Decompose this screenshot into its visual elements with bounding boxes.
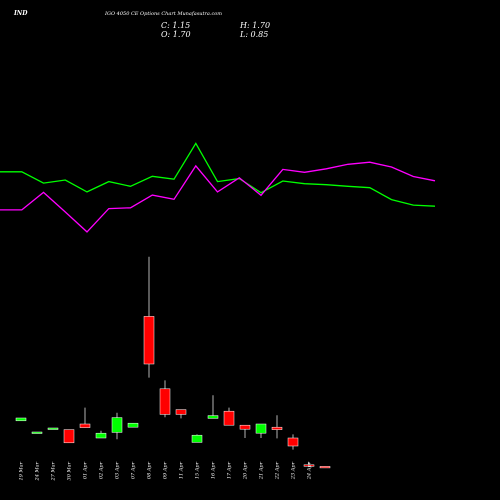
x-tick-label: 16 Apr: [211, 461, 217, 479]
x-tick-label: 08 Apr: [147, 461, 153, 479]
candle: [223, 407, 235, 426]
x-tick-label: 01 Apr: [83, 461, 89, 479]
chart-subtitle: IGO 4050 CE Options Chart Munafasutra.co…: [104, 11, 222, 17]
x-tick-label: 27 Mar: [51, 461, 57, 481]
candle: [143, 256, 155, 378]
x-axis-ticks: 19 Mar 24 Mar 27 Mar 30 Mar 01 Apr 02 Apr 03 A…: [19, 461, 313, 481]
candle-body: [207, 415, 219, 419]
candle: [159, 380, 171, 418]
candle-body: [47, 427, 59, 430]
x-tick-label: 19 Mar: [19, 461, 25, 480]
candle-body: [271, 426, 283, 430]
candle: [255, 423, 267, 438]
candle: [47, 427, 59, 430]
overlay-line-1: [0, 142, 436, 207]
candle-body: [63, 429, 75, 444]
x-tick-label: 03 Apr: [115, 461, 121, 479]
x-tick-label: 24 Apr: [307, 461, 313, 480]
candle: [31, 431, 43, 434]
overlay-line-2: [0, 161, 436, 233]
candle-body: [15, 417, 27, 422]
candle: [111, 412, 123, 440]
candle-body: [191, 434, 203, 443]
candle: [207, 395, 219, 419]
candle: [15, 417, 27, 422]
candle: [287, 434, 299, 450]
x-tick-label: 21 Apr: [259, 461, 265, 480]
x-tick-label: 11 Apr: [179, 461, 185, 479]
x-tick-label: 30 Mar: [67, 461, 73, 480]
x-tick-label: 23 Apr: [291, 461, 297, 480]
low-price-label: L: 0.85: [239, 30, 268, 39]
candle-body: [255, 423, 267, 434]
x-tick-label: 24 Mar: [35, 461, 41, 481]
candle-body: [31, 431, 43, 434]
candle: [175, 409, 187, 419]
x-tick-label: 02 Apr: [99, 461, 105, 479]
symbol-label: IND: [13, 10, 28, 17]
candle-body: [159, 388, 171, 415]
candle-body: [319, 466, 331, 469]
candle: [319, 466, 331, 469]
candle: [79, 407, 91, 428]
x-tick-label: 09 Apr: [163, 461, 169, 479]
x-tick-label: 17 Apr: [227, 461, 233, 479]
candle-body: [287, 437, 299, 447]
candle-body: [127, 422, 139, 428]
candle: [127, 422, 139, 428]
candle-body: [175, 409, 187, 415]
candle: [191, 434, 203, 443]
candle-body: [223, 410, 235, 426]
candle-body: [303, 464, 315, 467]
x-tick-label: 22 Apr: [275, 461, 281, 480]
candle-body: [143, 316, 155, 365]
candle: [303, 462, 315, 467]
candle: [239, 424, 251, 438]
candle-body: [111, 417, 123, 433]
close-price-label: C: 1.15: [161, 21, 190, 30]
candle: [63, 429, 75, 444]
high-price-label: H: 1.70: [239, 21, 270, 30]
x-tick-label: 20 Apr: [243, 461, 249, 480]
x-tick-label: 07 Apr: [131, 461, 137, 479]
candle-body: [79, 423, 91, 428]
candle: [271, 415, 283, 439]
candle-body: [239, 424, 251, 430]
x-tick-label: 15 Apr: [195, 461, 201, 479]
overlay-lines: [0, 142, 436, 233]
candle: [95, 430, 107, 439]
candles: [15, 256, 331, 469]
open-price-label: O: 1.70: [161, 30, 191, 39]
candle-body: [95, 432, 107, 439]
